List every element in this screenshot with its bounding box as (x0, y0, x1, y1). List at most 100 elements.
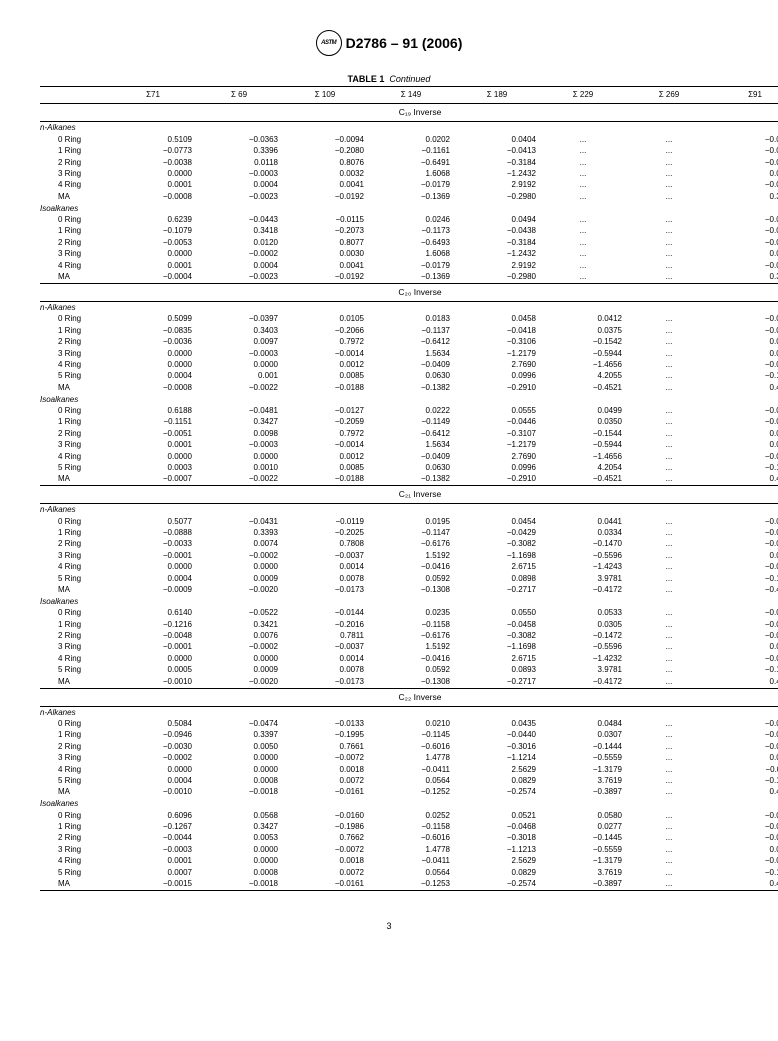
data-cell: ... (628, 371, 714, 382)
data-cell: 0.0000 (198, 753, 284, 764)
data-cell: −0.0416 (370, 653, 456, 664)
data-cell: −0.1158 (370, 619, 456, 630)
data-cell: ... (542, 237, 628, 248)
data-cell: −0.2025 (284, 528, 370, 539)
data-cell: −0.0835 (112, 325, 198, 336)
data-cell: 0.0004 (112, 573, 198, 584)
group-label: n-Alkanes (40, 301, 778, 313)
data-cell: −0.0481 (198, 405, 284, 416)
data-cell: 0.0001 (112, 180, 198, 191)
standard-designation: D2786 – 91 (2006) (346, 35, 463, 51)
data-cell: 0.0494 (456, 215, 542, 226)
data-cell: 0.0000 (198, 653, 284, 664)
row-label: 0 Ring (40, 516, 112, 527)
data-cell: −0.6412 (370, 337, 456, 348)
data-cell: −0.1890 (714, 867, 778, 878)
data-cell: 0.0012 (284, 359, 370, 370)
data-cell: −1.4232 (542, 653, 628, 664)
data-cell: −0.0440 (456, 730, 542, 741)
row-label: 5 Ring (40, 462, 112, 473)
row-label: 2 Ring (40, 631, 112, 642)
data-cell: −0.0161 (284, 878, 370, 890)
data-cell: 1.4778 (370, 844, 456, 855)
data-cell: ... (628, 573, 714, 584)
table-row: 2 Ring−0.00530.01200.8077−0.6493−0.3184.… (40, 237, 778, 248)
table-title-suffix: Continued (389, 74, 430, 84)
data-cell: 0.0078 (284, 665, 370, 676)
data-cell: −0.0010 (112, 676, 198, 688)
data-cell: 0.0009 (198, 573, 284, 584)
row-label: 0 Ring (40, 608, 112, 619)
data-cell: 4.2054 (542, 462, 628, 473)
data-cell: 0.0630 (370, 462, 456, 473)
data-cell: −0.0094 (284, 134, 370, 145)
data-cell: −0.0005 (714, 741, 778, 752)
data-cell: −0.0173 (284, 676, 370, 688)
data-cell: −0.0176 (714, 417, 778, 428)
table-row: 4 Ring0.00000.00000.0014−0.04162.6715−1.… (40, 653, 778, 664)
data-cell: −0.0002 (198, 642, 284, 653)
data-cell: 0.0014 (284, 562, 370, 573)
data-cell: ... (628, 787, 714, 798)
table-row: 1 Ring−0.10790.3418−0.2073−0.1173−0.0438… (40, 226, 778, 237)
data-cell: 1.6068 (370, 249, 456, 260)
table-row: MA−0.0009−0.0020−0.0173−0.1308−0.2717−0.… (40, 584, 778, 595)
data-cell: −0.1831 (714, 462, 778, 473)
col-header: Σ 69 (198, 87, 284, 104)
data-cell: ... (628, 867, 714, 878)
data-cell: −0.2016 (284, 619, 370, 630)
data-cell: 0.0004 (112, 775, 198, 786)
table-row: 5 Ring0.00040.0010.00850.06300.09964.205… (40, 371, 778, 382)
row-label: 4 Ring (40, 856, 112, 867)
data-cell: −0.1158 (370, 821, 456, 832)
data-cell: 0.0222 (370, 405, 456, 416)
section-title: C₂₀ Inverse (40, 283, 778, 301)
data-cell: −1.1698 (456, 550, 542, 561)
data-cell: −0.0446 (456, 417, 542, 428)
data-cell: 0.7972 (284, 428, 370, 439)
data-cell: 0.0004 (198, 260, 284, 271)
data-cell: −0.0003 (198, 348, 284, 359)
col-header: Σ 189 (456, 87, 542, 104)
data-cell: ... (628, 382, 714, 393)
data-cell: −0.0409 (370, 359, 456, 370)
data-cell: 0.0050 (198, 741, 284, 752)
data-cell: −0.0292 (714, 608, 778, 619)
data-cell: 0.0000 (198, 562, 284, 573)
data-cell: −0.0002 (198, 550, 284, 561)
data-cell: −0.0411 (370, 856, 456, 867)
data-cell: −0.1369 (370, 272, 456, 284)
row-label: 5 Ring (40, 573, 112, 584)
data-cell: ... (542, 134, 628, 145)
data-cell: −0.0196 (714, 619, 778, 630)
data-cell: ... (628, 528, 714, 539)
data-cell: 0.0118 (198, 157, 284, 168)
data-cell: 0.0000 (198, 451, 284, 462)
data-cell: −0.0056 (714, 562, 778, 573)
data-cell: −0.0014 (284, 348, 370, 359)
data-cell: 0.0550 (456, 608, 542, 619)
table-row: 1 Ring−0.08350.3403−0.2066−0.1137−0.0418… (40, 325, 778, 336)
data-cell: 3.9781 (542, 665, 628, 676)
row-label: 0 Ring (40, 134, 112, 145)
row-label: MA (40, 272, 112, 284)
data-cell: 0.0517 (714, 753, 778, 764)
data-cell: 0.0001 (714, 428, 778, 439)
data-cell: 0.5099 (112, 314, 198, 325)
data-cell: −0.2574 (456, 787, 542, 798)
row-label: 1 Ring (40, 528, 112, 539)
data-cell: −0.0037 (284, 550, 370, 561)
data-cell: −0.0061 (714, 157, 778, 168)
data-cell: 0.0564 (370, 775, 456, 786)
data-cell: 0.0000 (198, 764, 284, 775)
data-cell: 0.0483 (714, 642, 778, 653)
table-row: MA−0.0007−0.0022−0.0188−0.1382−0.2910−0.… (40, 474, 778, 486)
data-cell: 0.7972 (284, 337, 370, 348)
section-header-row: C₂₀ Inverse (40, 283, 778, 301)
data-cell: 1.4778 (370, 753, 456, 764)
row-label: 2 Ring (40, 741, 112, 752)
data-cell: −0.0018 (198, 787, 284, 798)
data-cell: ... (628, 718, 714, 729)
data-cell: −0.1145 (370, 730, 456, 741)
table-row: 0 Ring0.5084−0.0474−0.01330.02100.04350.… (40, 718, 778, 729)
